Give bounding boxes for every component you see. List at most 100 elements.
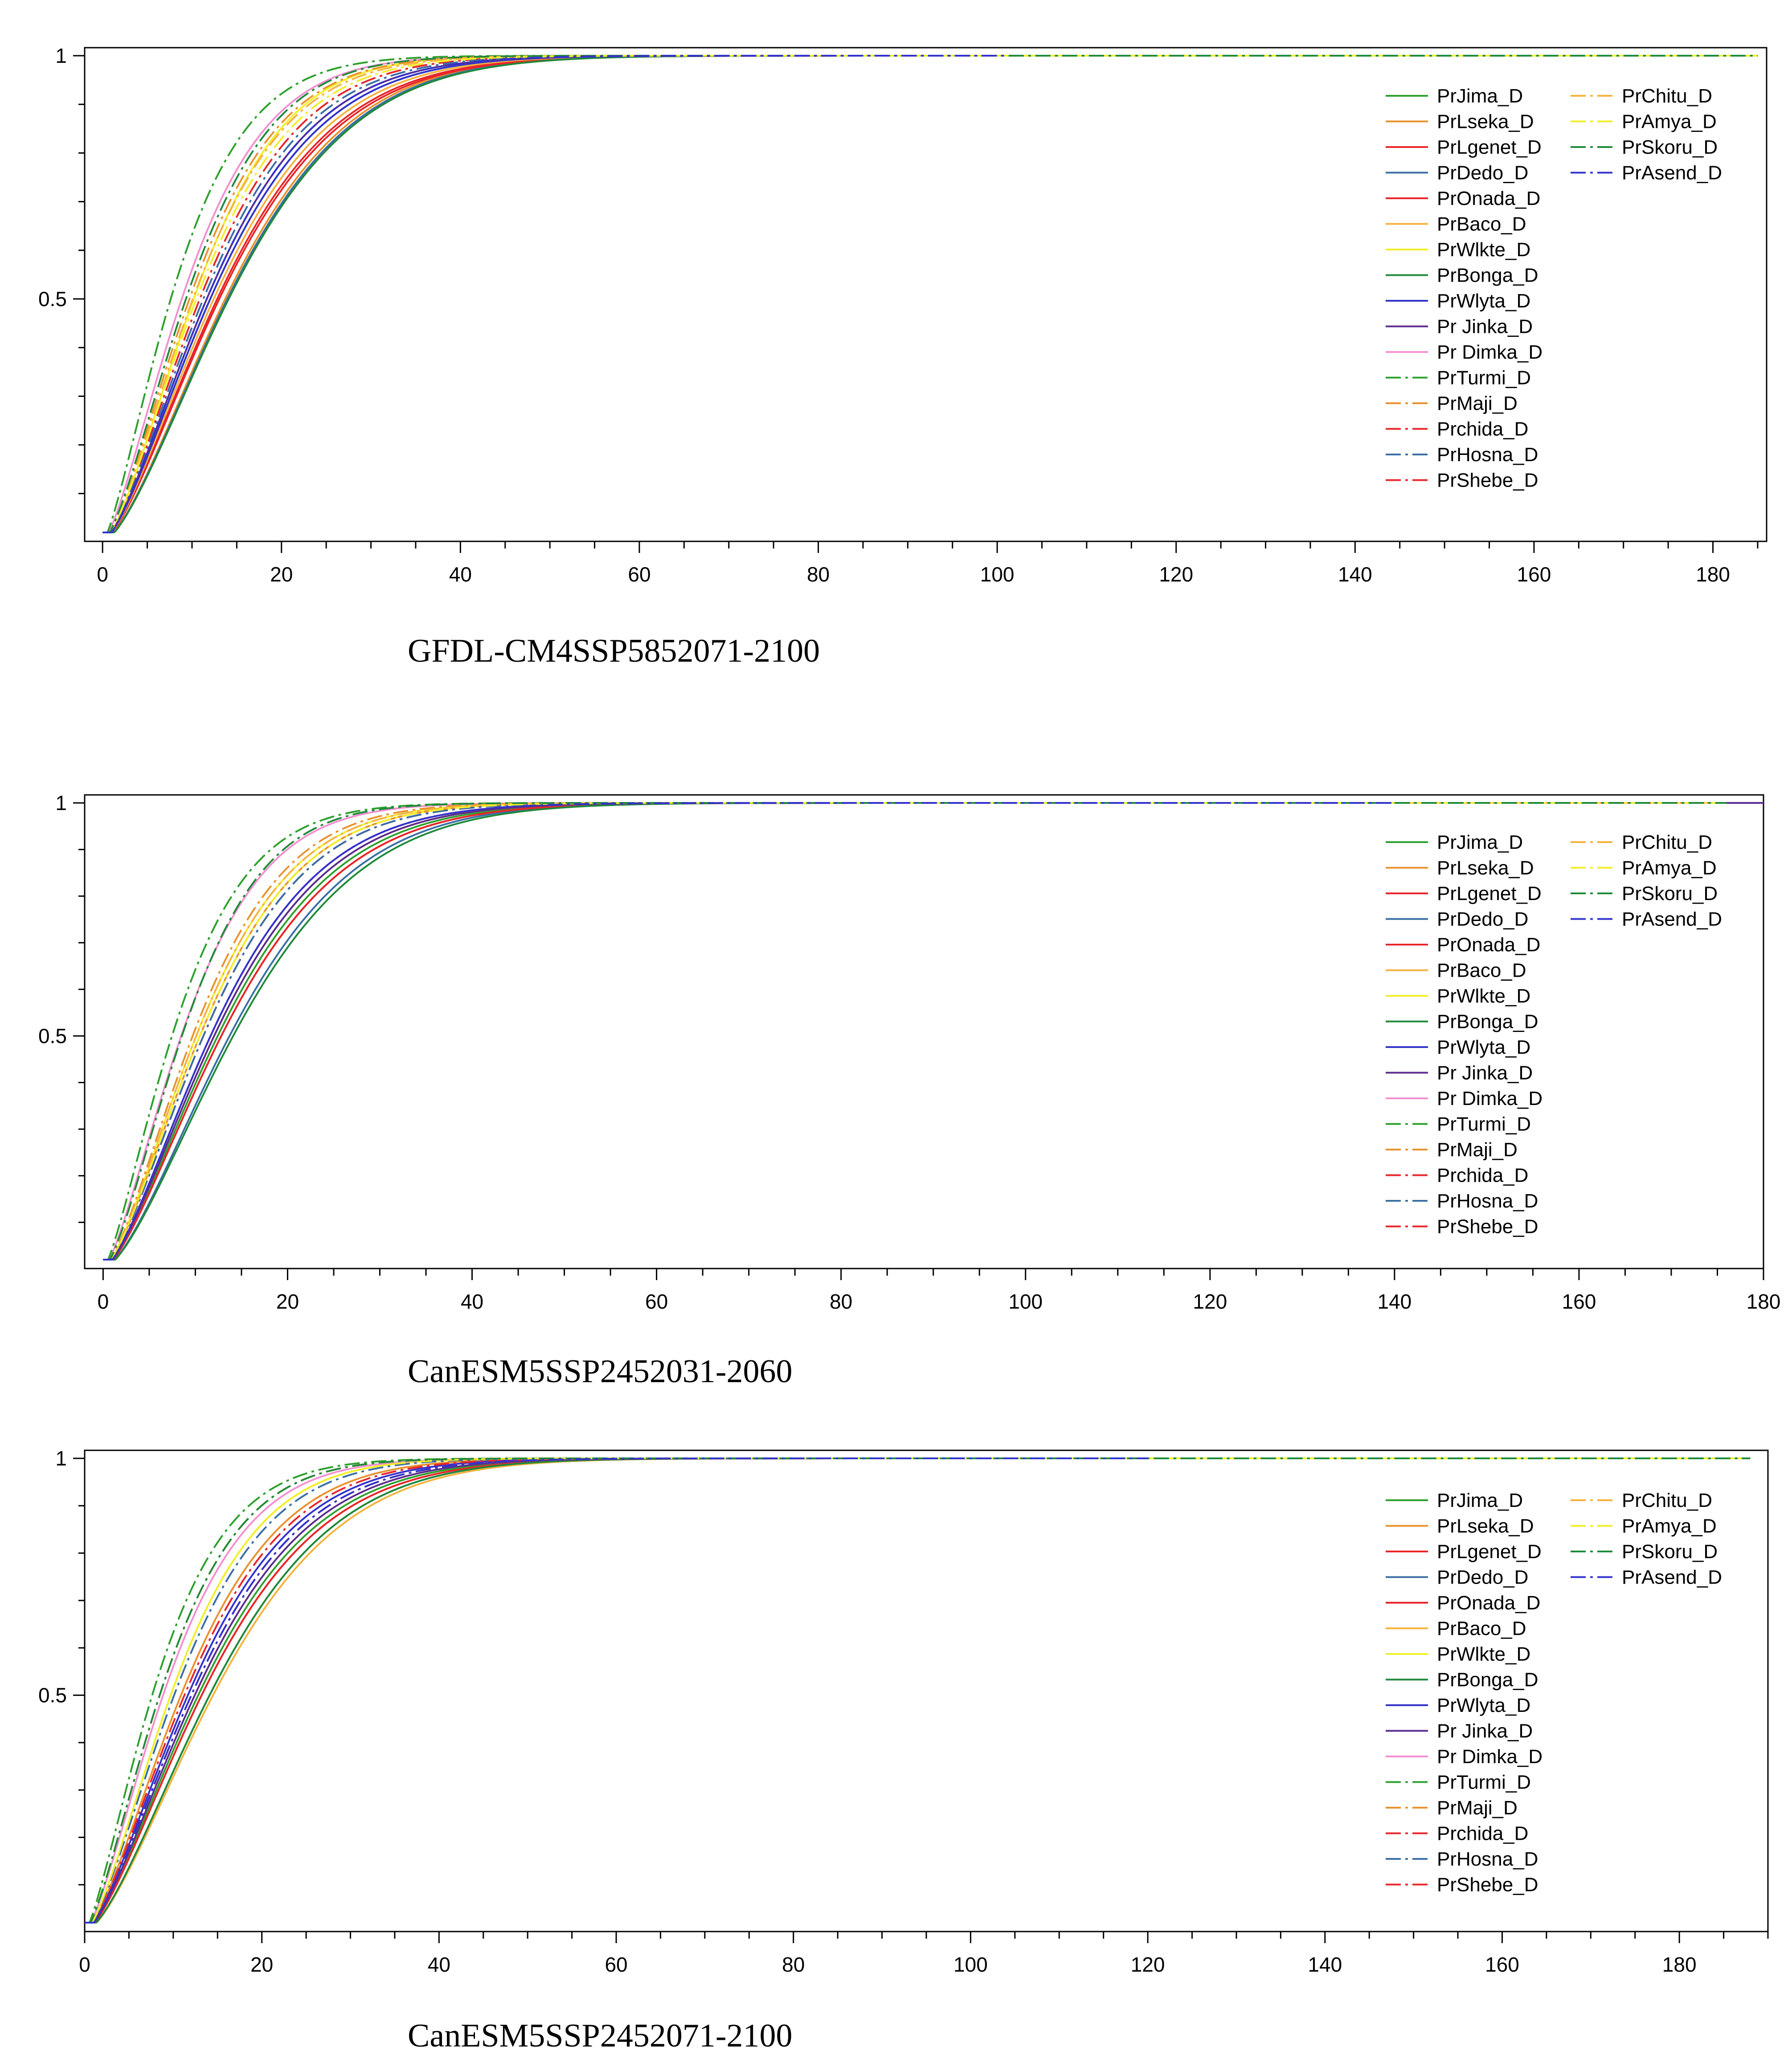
chart-panel-3: 0 20 40 60 80 100 120 140 160 180 0.5 1 PrJima_D PrLs… <box>38 1447 1769 2054</box>
legend-label: PrAmya_D <box>1622 111 1717 133</box>
series-line-PrAmya_D <box>85 1457 1751 1924</box>
legend-label: PrAsend_D <box>1622 909 1722 930</box>
legend-label: Prchida_D <box>1437 1823 1528 1845</box>
series-line-PrSkoru_D <box>85 1457 1751 1924</box>
series-line-PrAsend_D <box>103 802 1395 1261</box>
legend-label: PrWlkte_D <box>1437 1643 1530 1665</box>
legend-label: PrMaji_D <box>1437 1797 1518 1819</box>
series-group <box>103 802 1763 1261</box>
chart-caption: GFDL-CM4SSP5852071-2100 <box>408 633 820 669</box>
legend-label: PrHosna_D <box>1437 1848 1538 1870</box>
series-group <box>85 1457 1751 1924</box>
legend-label: PrHosna_D <box>1437 444 1538 466</box>
x-tick-label: 100 <box>953 1953 988 1976</box>
legend-label: PrSkoru_D <box>1622 1541 1718 1563</box>
legend-label: Pr Dimka_D <box>1437 1746 1542 1768</box>
legend-label: PrBaco_D <box>1437 960 1526 982</box>
legend-label: PrChitu_D <box>1622 831 1712 853</box>
x-tick-label: 20 <box>270 563 293 586</box>
x-tick-label: 80 <box>807 563 830 586</box>
legend-label: Prchida_D <box>1437 418 1528 440</box>
legend-label: PrTurmi_D <box>1437 367 1531 389</box>
y-tick-label: 1 <box>55 1447 67 1470</box>
legend-label: PrMaji_D <box>1437 1139 1518 1161</box>
legend-label: PrAsend_D <box>1622 162 1722 184</box>
plot-frame <box>84 47 1767 542</box>
legend-label: Prchida_D <box>1437 1165 1528 1187</box>
y-tick-label: 0.5 <box>38 287 67 311</box>
legend-label: PrAmya_D <box>1622 857 1717 879</box>
x-tick-label: 20 <box>250 1953 273 1976</box>
legend-label: PrLgenet_D <box>1437 1541 1542 1563</box>
legend: PrJima_D PrLseka_D PrLgenet_D PrDedo_D PrOna… <box>1386 831 1722 1238</box>
x-tick-label: 140 <box>1308 1953 1342 1976</box>
x-tick-label: 0 <box>79 1953 90 1976</box>
chart-panel-1: 0 20 40 60 80 100 120 140 160 180 0.5 1 PrJima_D PrLs… <box>38 44 1767 669</box>
legend-label: PrShebe_D <box>1437 1216 1538 1238</box>
series-line-PrAmya_D <box>102 55 1758 533</box>
legend-label: PrOnada_D <box>1437 1592 1540 1614</box>
legend-label: PrLgenet_D <box>1437 883 1542 905</box>
legend-label: PrBonga_D <box>1437 265 1538 287</box>
x-tick-label: 100 <box>1008 1290 1043 1313</box>
plot-frame <box>84 794 1764 1269</box>
x-tick-label: 40 <box>461 1290 483 1313</box>
x-tick-label: 80 <box>782 1953 805 1976</box>
y-tick-label: 1 <box>55 791 67 815</box>
legend-label: PrJima_D <box>1437 85 1523 107</box>
legend-label: PrOnada_D <box>1437 934 1540 956</box>
x-tick-label: 100 <box>980 563 1015 586</box>
series-line-PrSkoru_D <box>102 55 1758 533</box>
x-tick-label: 160 <box>1562 1290 1596 1313</box>
y-tick-label: 0.5 <box>38 1684 67 1707</box>
legend-label: PrHosna_D <box>1437 1190 1538 1212</box>
legend-label: PrOnada_D <box>1437 188 1540 209</box>
series-line-PrAsend_D <box>85 1457 1148 1924</box>
legend: PrJima_D PrLseka_D PrLgenet_D PrDedo_D PrOna… <box>1386 85 1722 491</box>
legend-label: PrWlyta_D <box>1437 1036 1530 1058</box>
legend-label: PrSkoru_D <box>1622 136 1718 158</box>
x-tick-label: 60 <box>628 563 651 586</box>
legend-label: Pr Jinka_D <box>1437 1062 1533 1084</box>
x-tick-label: 80 <box>830 1290 852 1313</box>
x-tick-label: 160 <box>1485 1953 1519 1976</box>
legend-label: PrTurmi_D <box>1437 1772 1531 1793</box>
legend-label: PrAsend_D <box>1622 1567 1722 1588</box>
legend-label: PrLseka_D <box>1437 857 1534 879</box>
legend-label: Pr Jinka_D <box>1437 1720 1533 1742</box>
series-line-PrMaji_D <box>103 802 1727 1261</box>
x-tick-label: 60 <box>645 1290 668 1313</box>
legend-label: PrLgenet_D <box>1437 136 1542 158</box>
x-tick-label: 140 <box>1377 1290 1412 1313</box>
legend-label: PrBaco_D <box>1437 213 1526 235</box>
chart-panel-2: 0 20 40 60 80 100 120 140 160 180 0.5 1 PrJima_D PrLs… <box>38 791 1780 1390</box>
legend-label: PrDedo_D <box>1437 909 1528 930</box>
x-tick-label: 40 <box>428 1953 450 1976</box>
legend-label: PrShebe_D <box>1437 470 1538 491</box>
legend-label: PrWlyta_D <box>1437 290 1530 312</box>
x-tick-label: 40 <box>449 563 472 586</box>
x-tick-label: 0 <box>98 1290 109 1313</box>
legend-label: PrTurmi_D <box>1437 1113 1531 1135</box>
series-line-PrAsend_D <box>102 55 1006 533</box>
x-tick-label: 120 <box>1159 563 1193 586</box>
series-group <box>102 55 1758 533</box>
legend-label: PrAmya_D <box>1622 1515 1717 1537</box>
legend-label: PrLseka_D <box>1437 1515 1534 1537</box>
y-tick-label: 0.5 <box>38 1024 67 1048</box>
legend-label: PrSkoru_D <box>1622 883 1718 905</box>
chart-caption: CanESM5SSP2452071-2100 <box>408 2018 792 2054</box>
legend-label: Pr Jinka_D <box>1437 316 1533 338</box>
legend-label: PrWlkte_D <box>1437 239 1530 261</box>
x-tick-label: 160 <box>1517 563 1551 586</box>
legend-label: PrWlyta_D <box>1437 1695 1530 1716</box>
legend-label: PrDedo_D <box>1437 162 1528 184</box>
x-tick-label: 0 <box>97 563 108 586</box>
legend-label: PrChitu_D <box>1622 85 1712 107</box>
legend-label: PrBonga_D <box>1437 1669 1538 1691</box>
legend-label: PrDedo_D <box>1437 1567 1528 1588</box>
x-tick-label: 180 <box>1747 1290 1781 1313</box>
chart-caption: CanESM5SSP2452031-2060 <box>408 1353 792 1390</box>
x-tick-label: 140 <box>1338 563 1372 586</box>
